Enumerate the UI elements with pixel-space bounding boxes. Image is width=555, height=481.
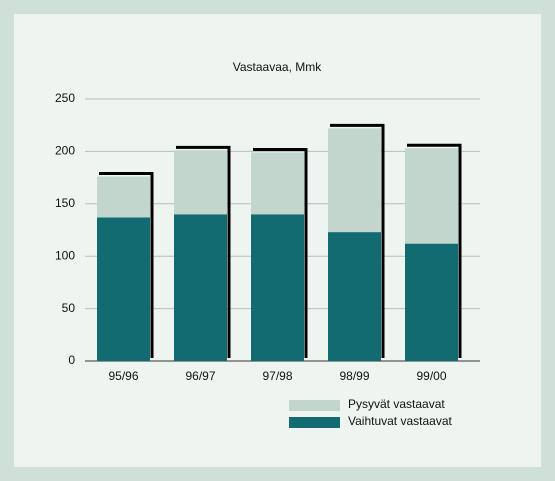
x-tick-label: 98/99 — [339, 369, 369, 383]
x-tick-label: 96/97 — [185, 369, 215, 383]
bar-outline — [330, 123, 385, 358]
bar-segment — [405, 243, 458, 361]
legend-label: Pysyvät vastaavat — [348, 397, 445, 411]
legend-label: Vaihtuvat vastaavat — [348, 414, 453, 428]
bar-segment — [97, 176, 150, 218]
bar-segment — [251, 152, 304, 215]
bar-segment — [405, 148, 458, 244]
x-tick-label: 97/98 — [262, 369, 292, 383]
chart-title: Vastaavaa, Mmk — [233, 60, 322, 74]
bar-segment — [328, 128, 381, 233]
y-tick-label: 50 — [62, 301, 76, 315]
bar-segment — [174, 150, 227, 215]
bar-outline — [99, 172, 154, 358]
bar-segment — [251, 214, 304, 361]
y-tick-label: 200 — [55, 144, 75, 158]
x-tick-label: 95/96 — [108, 369, 138, 383]
bar-outline — [176, 145, 231, 358]
legend-swatch — [289, 417, 340, 428]
bar-segment — [97, 217, 150, 361]
y-tick-label: 250 — [55, 91, 75, 105]
y-tick-label: 150 — [55, 196, 75, 210]
legend-swatch — [289, 400, 340, 411]
bar-segment — [174, 214, 227, 361]
x-tick-label: 99/00 — [416, 369, 446, 383]
bar-outline — [253, 147, 308, 358]
bar-segment — [328, 232, 381, 361]
y-tick-label: 0 — [68, 353, 75, 367]
bar-outline — [407, 143, 462, 358]
y-tick-label: 100 — [55, 248, 75, 262]
